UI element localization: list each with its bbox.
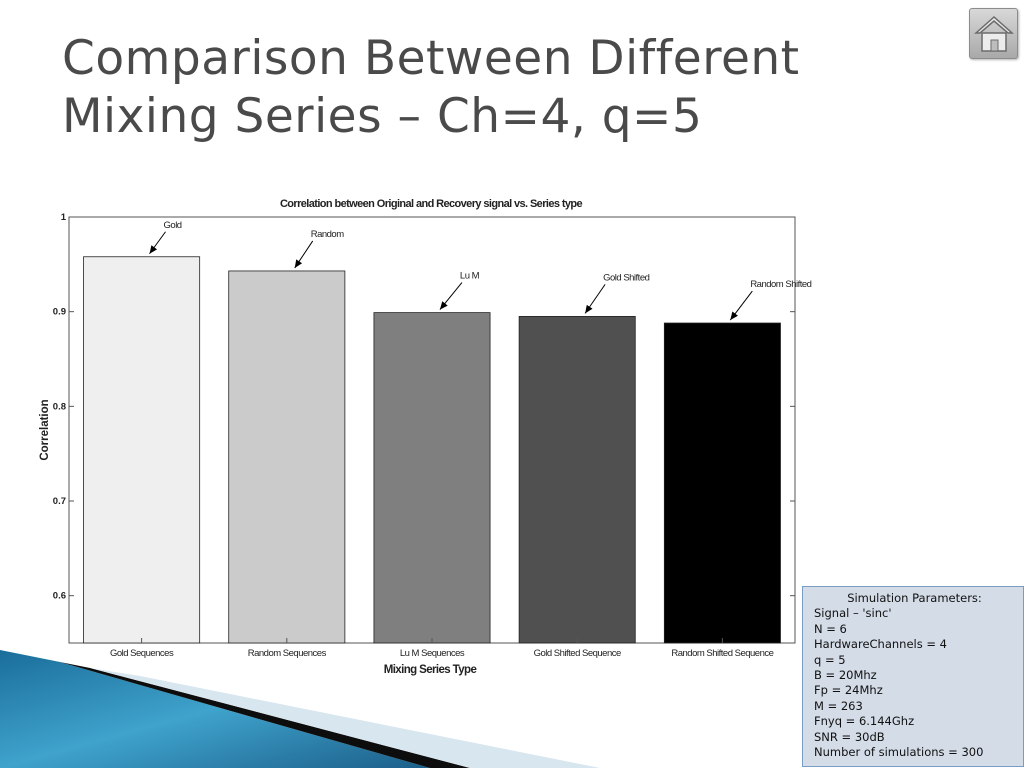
simulation-parameters-box: Simulation Parameters: Signal – 'sinc' N… [802, 586, 1024, 767]
slide-title-line1: Comparison Between Different [62, 31, 800, 86]
home-icon [974, 15, 1014, 52]
bar [228, 270, 346, 644]
bars-layer [83, 256, 781, 644]
annotation-label: Random [311, 229, 344, 240]
annotation-label: Gold Shifted [603, 272, 649, 283]
params-line: Fp = 24Mhz [814, 683, 883, 698]
params-line: SNR = 30dB [814, 729, 885, 744]
params-line: M = 263 [814, 698, 863, 713]
params-line: Fnyq = 6.144Ghz [814, 714, 915, 729]
annotation-arrowhead [439, 301, 448, 310]
y-axis: 0.6 0.7 0.8 0.9 1 [53, 212, 795, 602]
y-tick-label: 1 [61, 212, 67, 223]
annotation-arrowhead [730, 311, 738, 321]
x-tick-label: Lu M Sequences [400, 648, 465, 659]
annotations-layer: Gold Random Lu M Gold Shifted Random Shifted [149, 220, 812, 321]
y-tick-label: 0.7 [53, 496, 66, 507]
y-tick-label: 0.9 [53, 307, 66, 318]
annotation-label: Lu M [460, 271, 480, 282]
home-button[interactable] [969, 8, 1018, 59]
slide-title-line2: Mixing Series – Ch=4, q=5 [62, 89, 703, 144]
y-tick-label: 0.6 [53, 591, 66, 602]
params-title: Simulation Parameters: [847, 591, 982, 605]
bar [83, 256, 201, 644]
params-line: N = 6 [814, 621, 847, 636]
bar [373, 312, 491, 644]
x-axis: Gold Sequences Random Sequences Lu M Seque… [110, 638, 774, 659]
annotation-arrowhead [149, 245, 158, 254]
x-tick-label: Gold Sequences [110, 648, 174, 659]
annotation-arrowhead [585, 304, 593, 314]
x-tick-label: Random Shifted Sequence [671, 648, 773, 659]
params-line: Signal – 'sinc' [814, 606, 892, 621]
x-axis-label: Mixing Series Type [384, 664, 477, 676]
annotation-label: Random Shifted [750, 279, 811, 290]
x-tick-label: Gold Shifted Sequence [534, 648, 621, 659]
annotation-arrowhead [294, 259, 303, 268]
y-axis-label: Correlation [39, 399, 51, 460]
x-tick-label: Random Sequences [248, 648, 327, 659]
chart-title: Correlation between Original and Recover… [280, 198, 583, 210]
params-line: Number of simulations = 300 [814, 745, 984, 760]
y-tick-label: 0.8 [53, 401, 66, 412]
params-line: HardwareChannels = 4 [814, 637, 947, 652]
bar [518, 315, 636, 644]
params-line: B = 20Mhz [814, 668, 877, 683]
slide-title: Comparison Between Different Mixing Seri… [62, 30, 942, 146]
params-line: q = 5 [814, 652, 846, 667]
bar [663, 322, 781, 644]
annotation-label: Gold [164, 220, 182, 231]
